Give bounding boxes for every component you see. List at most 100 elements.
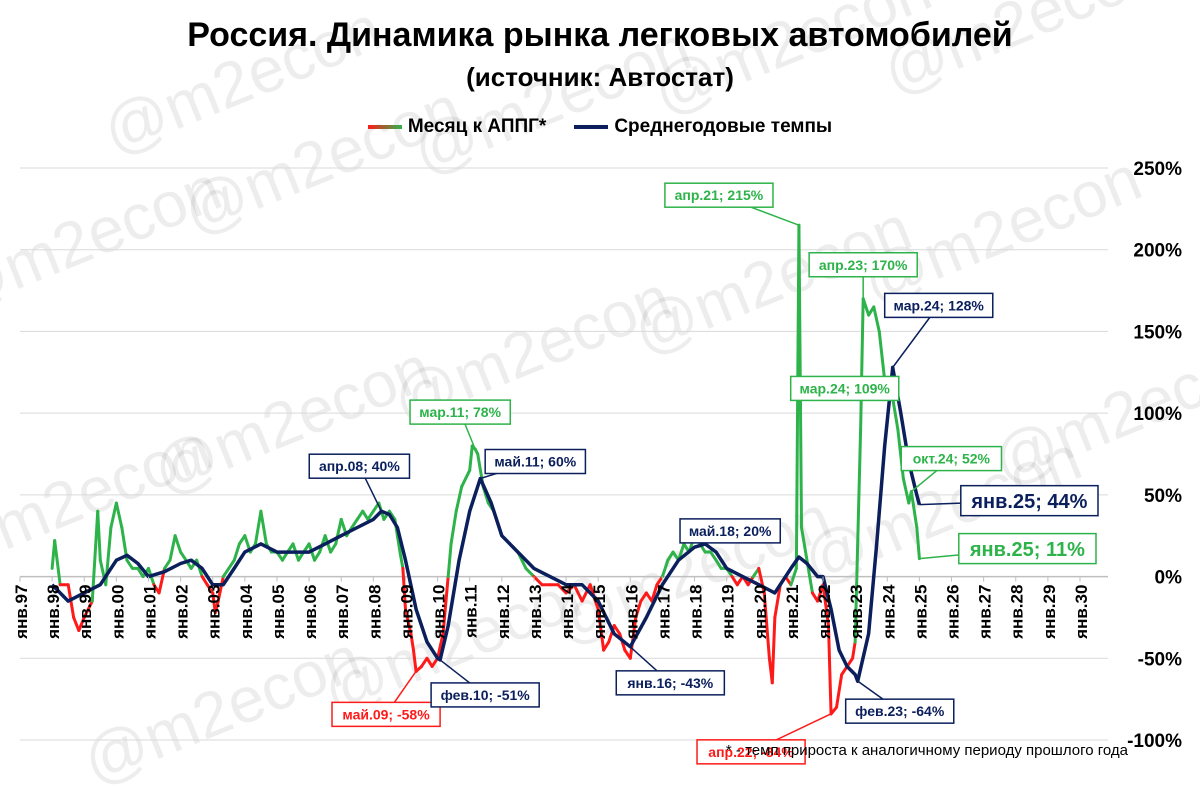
monthly-segment <box>773 583 782 619</box>
monthly-segment <box>227 558 236 570</box>
data-label: апр.23; 170% <box>808 251 918 299</box>
monthly-segment <box>173 534 183 554</box>
data-label-box <box>883 292 994 319</box>
x-tick-label: янв.21 <box>783 585 802 640</box>
x-tick-label: янв.15 <box>590 585 609 640</box>
x-tick-label: янв.13 <box>526 585 545 640</box>
annotation-layer: апр.21; 215% апр.23; 170% мар.24; 128% мар.… <box>308 182 1099 765</box>
monthly-segment <box>216 575 225 603</box>
monthly-segment <box>334 517 343 546</box>
x-tick-label: янв.23 <box>847 585 866 640</box>
data-label-text: апр.23; 170% <box>819 257 908 273</box>
x-tick-label: янв.01 <box>140 585 159 640</box>
y-tick-label: 0% <box>1155 568 1183 589</box>
watermark-text: @m2econ <box>73 621 371 785</box>
data-label-text: апр.22; -84% <box>708 744 794 760</box>
data-label-box <box>900 445 1003 472</box>
x-tick-label: янв.17 <box>654 585 673 640</box>
footnote: * - темп прироста к аналогичному периоду… <box>725 742 1128 759</box>
monthly-segment <box>628 615 638 660</box>
data-label-box <box>409 399 512 425</box>
data-label: окт.24; 52% <box>900 445 1003 493</box>
monthly-segment <box>580 583 592 603</box>
monthly-segment <box>232 542 241 562</box>
monthly-segment <box>532 575 544 587</box>
monthly-segment <box>454 485 464 513</box>
data-label-box <box>844 698 955 724</box>
monthly-segment <box>891 396 900 431</box>
data-label-text: апр.08; 40% <box>319 458 400 474</box>
monthly-segment <box>596 607 606 652</box>
monthly-segment <box>221 566 231 579</box>
monthly-segment <box>650 583 659 603</box>
legend-swatch-average <box>574 125 609 129</box>
x-tick-label: янв.30 <box>1072 585 1091 640</box>
data-label-text: мар.24; 128% <box>894 297 985 313</box>
data-label-text: май.11; 60% <box>494 454 576 470</box>
x-tick-label: янв.11 <box>462 585 481 639</box>
monthly-segment <box>449 509 458 546</box>
monthly-segment <box>205 583 215 595</box>
x-tick-label: янв.20 <box>751 585 770 640</box>
x-tick-label: янв.98 <box>44 585 63 640</box>
legend-label-monthly: Месяц к АППГ* <box>407 116 547 137</box>
data-label: янв.25; 44% <box>919 484 1099 517</box>
monthly-segment <box>77 615 86 633</box>
monthly-segment <box>441 575 450 636</box>
x-tick-label: янв.16 <box>622 585 641 640</box>
data-label-text: мар.24; 109% <box>800 380 891 396</box>
monthly-segment <box>253 509 263 546</box>
data-label-box <box>958 532 1097 565</box>
legend-label-average: Среднегодовые темпы <box>614 116 833 137</box>
x-tick-label: янв.05 <box>269 585 288 640</box>
monthly-segment <box>853 427 863 644</box>
monthly-segment <box>762 591 771 660</box>
x-tick-label: янв.06 <box>301 585 320 640</box>
monthly-segment <box>329 542 338 554</box>
legend-item-average: Среднегодовые темпы <box>574 116 832 138</box>
x-tick-label: янв.03 <box>205 585 224 640</box>
legend: Месяц к АППГ* Среднегодовые темпы <box>0 116 1200 138</box>
y-tick-label: 150% <box>1133 322 1182 343</box>
data-label-box <box>664 182 774 208</box>
y-tick-label: -100% <box>1127 731 1182 752</box>
x-tick-label: янв.00 <box>108 585 127 640</box>
monthly-segment <box>409 632 415 652</box>
monthly-segment <box>915 526 921 561</box>
data-label-text: мар.11; 78% <box>419 404 501 420</box>
monthly-segment <box>800 526 809 562</box>
monthly-segment <box>877 329 887 382</box>
data-label-text: фев.23; -64% <box>855 703 945 719</box>
monthly-segment <box>861 297 871 317</box>
monthly-segment <box>114 501 124 530</box>
data-label-text: янв.25; 11% <box>969 539 1085 561</box>
data-label-box <box>331 701 441 728</box>
monthly-segment <box>179 550 188 562</box>
data-label: фев.10; -51% <box>430 659 540 708</box>
y-tick-label: 200% <box>1133 241 1182 262</box>
monthly-segment <box>53 539 62 587</box>
data-label-box <box>808 251 918 278</box>
data-label-text: май.18; 20% <box>689 523 772 539</box>
monthly-segment <box>655 575 664 587</box>
x-tick-label: янв.25 <box>911 585 930 640</box>
monthly-segment <box>851 640 857 660</box>
x-axis: янв.97 янв.98 янв.99 янв.00 янв.01 янв.02 янв.… <box>12 576 1091 640</box>
monthly-segment <box>709 550 718 562</box>
x-tick-label: янв.28 <box>1008 585 1027 640</box>
x-tick-label: янв.24 <box>879 584 898 640</box>
monthly-segment <box>556 583 568 595</box>
x-tick-label: янв.12 <box>494 585 513 640</box>
data-label-text: окт.24; 52% <box>913 451 991 467</box>
data-label: апр.21; 215% <box>664 182 800 226</box>
x-tick-label: янв.22 <box>815 585 834 640</box>
data-label: май.18; 20% <box>679 518 782 545</box>
chart-subtitle: (источник: Автостат) <box>466 62 734 92</box>
monthly-segment <box>411 648 418 673</box>
monthly-segment <box>835 673 844 709</box>
monthly-segment <box>602 640 611 652</box>
monthly-segment <box>524 566 536 579</box>
monthly-segment <box>387 509 397 521</box>
data-label: янв.25; 11% <box>919 532 1097 565</box>
x-tick-label: янв.02 <box>173 585 192 640</box>
